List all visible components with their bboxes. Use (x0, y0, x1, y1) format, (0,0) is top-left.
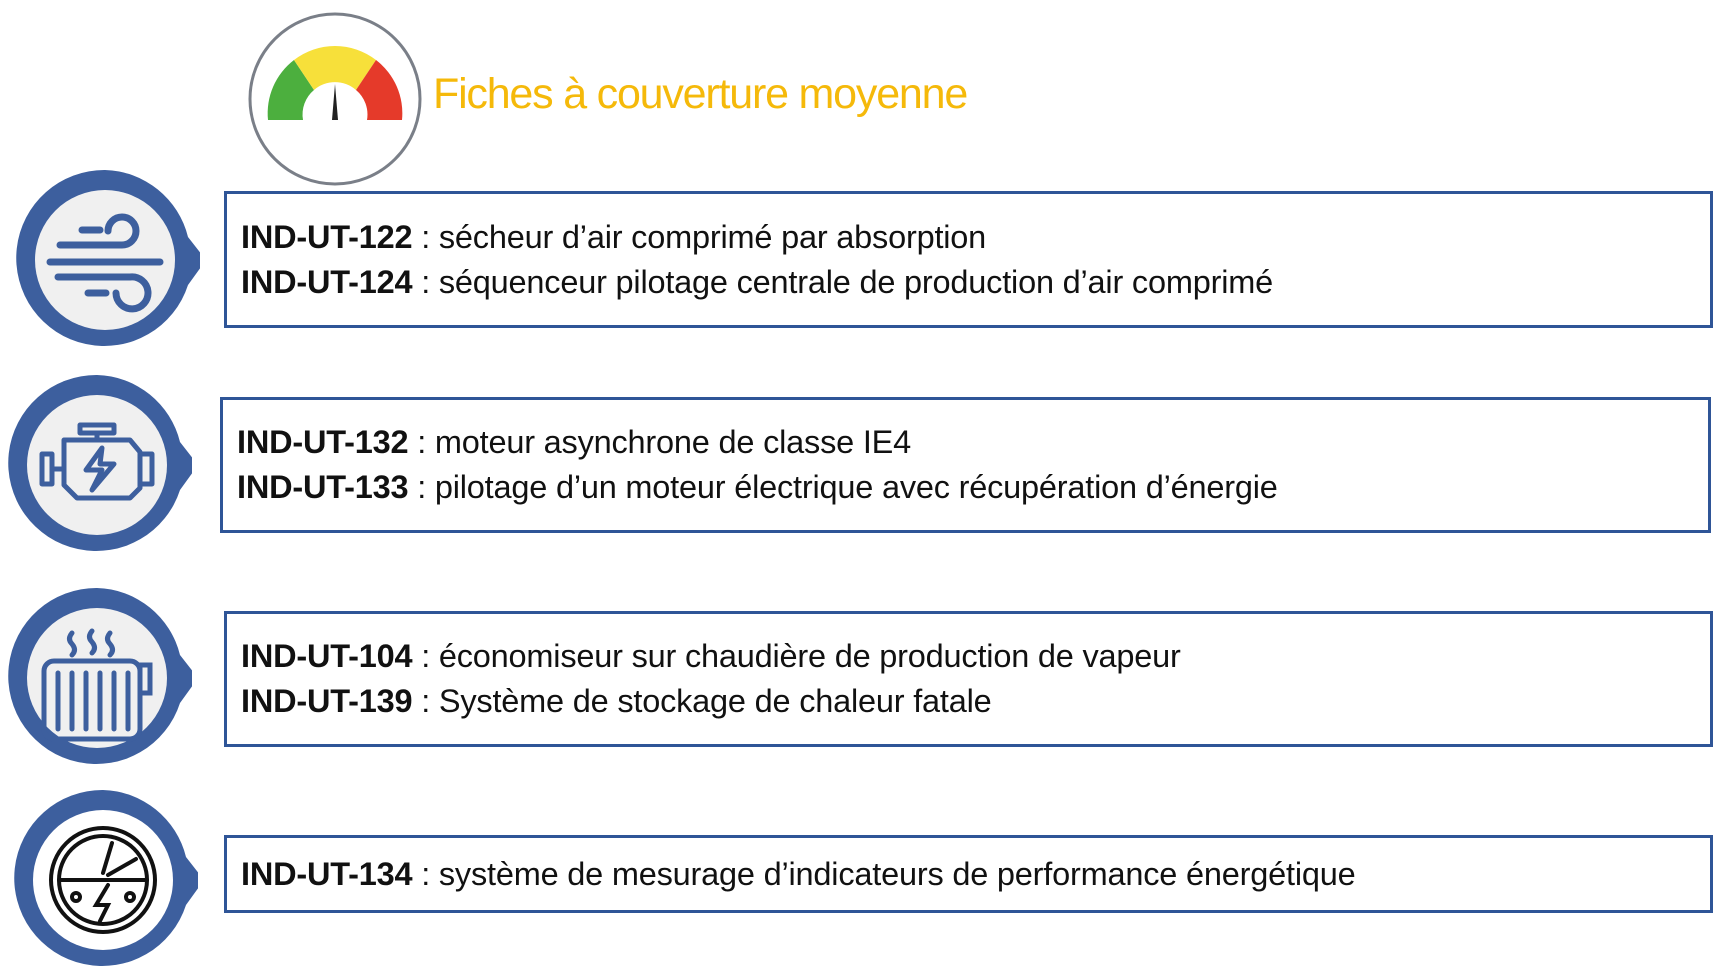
gauge-icon (248, 12, 422, 186)
list-item: IND-UT-104 : économiseur sur chaudière d… (241, 638, 1181, 674)
info-box: IND-UT-122 : sécheur d’air comprimé par … (224, 191, 1713, 328)
list-item: IND-UT-134 : système de mesurage d’indic… (241, 855, 1356, 892)
compressed-air-icon (16, 169, 200, 346)
electric-motor-icon (8, 374, 192, 551)
info-box: IND-UT-134 : système de mesurage d’indic… (224, 835, 1713, 913)
energy-meter-icon (14, 789, 198, 966)
list-item: IND-UT-124 : séquenceur pilotage central… (241, 263, 1273, 300)
list-item: IND-UT-132 : moteur asynchrone de classe… (237, 424, 912, 460)
info-box: IND-UT-104 : économiseur sur chaudière d… (224, 611, 1713, 747)
list-item: IND-UT-139 : Système de stockage de chal… (241, 683, 992, 719)
list-item: IND-UT-122 : sécheur d’air comprimé par … (241, 218, 987, 255)
info-box: IND-UT-132 : moteur asynchrone de classe… (220, 397, 1711, 533)
radiator-heat-icon (8, 587, 192, 764)
page-title: Fiches à couverture moyenne (433, 70, 968, 118)
list-item: IND-UT-133 : pilotage d’un moteur électr… (237, 469, 1278, 505)
